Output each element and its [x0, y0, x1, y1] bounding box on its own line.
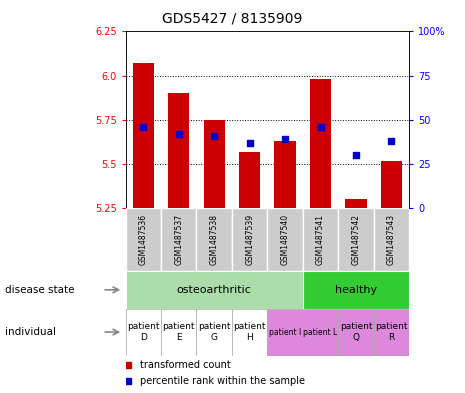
Bar: [196, 309, 232, 356]
Text: patient L: patient L: [304, 328, 338, 336]
Point: [352, 152, 360, 158]
Text: GSM1487539: GSM1487539: [245, 214, 254, 265]
Text: GSM1487538: GSM1487538: [210, 214, 219, 265]
Point: [388, 138, 395, 144]
Bar: [303, 309, 339, 356]
Bar: [267, 309, 303, 356]
Text: GSM1487537: GSM1487537: [174, 214, 183, 265]
Text: patient
Q: patient Q: [340, 322, 372, 342]
Point: [289, 156, 297, 162]
Bar: [239, 152, 260, 208]
Bar: [161, 309, 196, 356]
Text: individual: individual: [5, 327, 56, 337]
Text: GDS5427 / 8135909: GDS5427 / 8135909: [162, 12, 303, 26]
Point: [317, 124, 324, 130]
Bar: [168, 93, 189, 208]
Text: patient
R: patient R: [375, 322, 408, 342]
Bar: [374, 309, 409, 356]
Bar: [161, 208, 196, 271]
Bar: [310, 79, 331, 208]
Text: osteoarthritic: osteoarthritic: [177, 285, 252, 295]
Text: GSM1487541: GSM1487541: [316, 214, 325, 265]
Bar: [338, 208, 374, 271]
Text: healthy: healthy: [335, 285, 377, 295]
Text: patient I: patient I: [269, 328, 301, 336]
Bar: [204, 120, 225, 208]
Point: [246, 140, 253, 146]
Bar: [126, 309, 161, 356]
Text: disease state: disease state: [5, 285, 74, 295]
Bar: [267, 208, 303, 271]
Text: GSM1487542: GSM1487542: [352, 214, 360, 265]
Bar: [303, 271, 409, 309]
Text: percentile rank within the sample: percentile rank within the sample: [140, 376, 305, 386]
Text: GSM1487536: GSM1487536: [139, 214, 148, 265]
Text: GSM1487543: GSM1487543: [387, 214, 396, 265]
Text: patient
H: patient H: [233, 322, 266, 342]
Bar: [303, 208, 339, 271]
Bar: [374, 208, 409, 271]
Bar: [338, 309, 374, 356]
Bar: [274, 141, 296, 208]
Bar: [232, 208, 267, 271]
Point: [211, 132, 218, 139]
Text: patient
D: patient D: [127, 322, 159, 342]
Point: [289, 299, 297, 305]
Point: [140, 124, 147, 130]
Text: patient
E: patient E: [162, 322, 195, 342]
Text: patient
G: patient G: [198, 322, 231, 342]
Bar: [133, 63, 154, 208]
Bar: [381, 161, 402, 208]
Bar: [232, 309, 267, 356]
Point: [281, 136, 289, 142]
Bar: [126, 271, 303, 309]
Point: [175, 131, 182, 137]
Bar: [126, 208, 161, 271]
Bar: [345, 199, 366, 208]
Text: transformed count: transformed count: [140, 360, 231, 371]
Text: GSM1487540: GSM1487540: [280, 214, 290, 265]
Bar: [196, 208, 232, 271]
